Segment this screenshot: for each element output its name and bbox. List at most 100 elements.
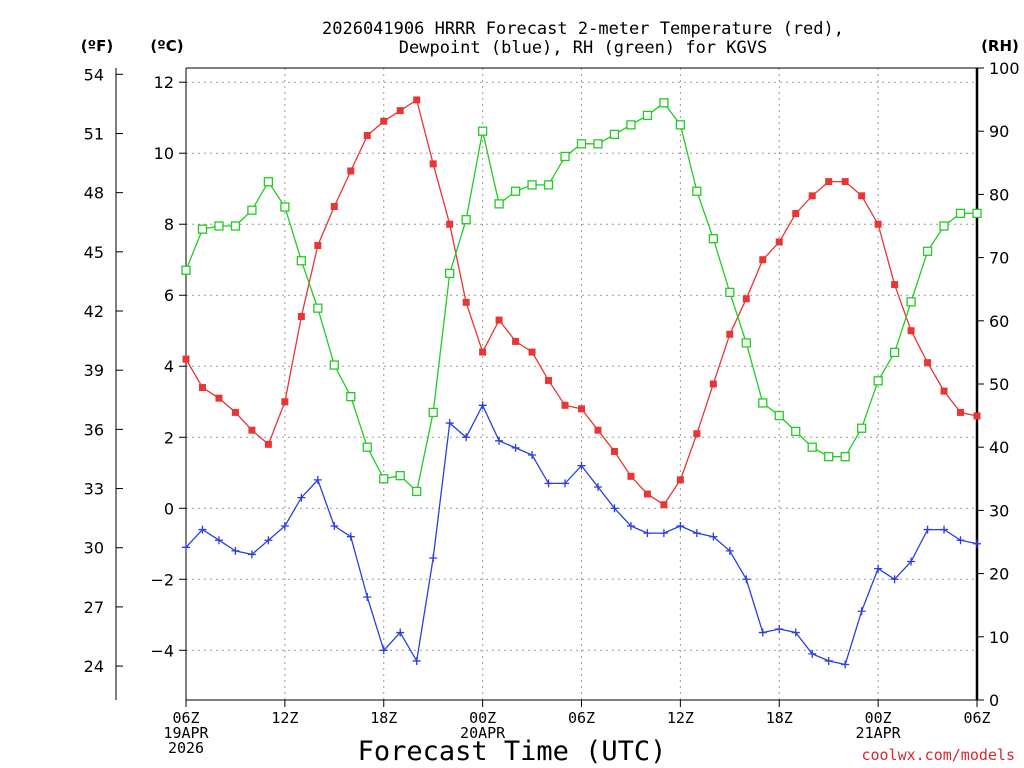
rh-point bbox=[840, 452, 850, 462]
rh-point bbox=[593, 139, 603, 149]
rh-point bbox=[692, 186, 702, 196]
rh-tick-label: 20 bbox=[989, 565, 1009, 584]
rh-point bbox=[197, 224, 208, 234]
temperature-point bbox=[198, 384, 206, 392]
temperature-point bbox=[660, 501, 668, 509]
rh-tick-label: 50 bbox=[989, 375, 1009, 394]
dewpoint-point bbox=[544, 479, 553, 488]
rh-point bbox=[906, 297, 916, 307]
temperature-point bbox=[330, 202, 338, 210]
celsius-tick-label: 4 bbox=[164, 357, 174, 376]
dewpoint-point bbox=[247, 550, 256, 559]
rh-point bbox=[659, 98, 669, 108]
temperature-point bbox=[907, 327, 915, 335]
rh-point bbox=[543, 180, 554, 190]
rh-tick-label: 40 bbox=[989, 438, 1009, 457]
temperature-point bbox=[248, 426, 256, 434]
temperature-point bbox=[825, 178, 833, 186]
dewpoint-point bbox=[874, 564, 883, 573]
rh-point bbox=[758, 398, 768, 408]
rh-point bbox=[247, 205, 257, 215]
rh-point bbox=[626, 120, 636, 130]
dewpoint-point bbox=[973, 539, 981, 548]
temperature-point bbox=[726, 330, 734, 338]
temperature-point bbox=[709, 380, 717, 388]
dewpoint-point bbox=[462, 433, 471, 442]
rh-point bbox=[214, 221, 224, 231]
rh-point bbox=[955, 208, 966, 219]
temperature-point bbox=[676, 476, 684, 484]
dewpoint-point bbox=[214, 536, 223, 545]
dewpoint-point bbox=[577, 461, 586, 470]
dewpoint-point bbox=[396, 628, 405, 637]
x-tick-label: 18Z bbox=[370, 709, 397, 727]
temperature-point bbox=[446, 220, 454, 228]
chart-title-line1: 2026041906 HRRR Forecast 2-meter Tempera… bbox=[322, 19, 844, 39]
rh-point bbox=[527, 180, 537, 190]
fahrenheit-tick-label: 33 bbox=[84, 480, 104, 499]
rh-point bbox=[609, 129, 620, 140]
rh-point bbox=[675, 120, 686, 130]
temperature-point bbox=[775, 238, 783, 246]
temperature-point bbox=[182, 355, 190, 363]
rh-point bbox=[791, 426, 801, 437]
dewpoint-point bbox=[346, 532, 355, 541]
rh-point bbox=[708, 233, 718, 244]
temperature-point bbox=[528, 348, 536, 356]
dewpoint-point bbox=[231, 546, 240, 555]
temperature-point bbox=[891, 281, 899, 289]
dewpoint-point bbox=[709, 532, 718, 541]
rh-point bbox=[510, 186, 521, 196]
rh-point bbox=[280, 202, 290, 212]
rh-point bbox=[856, 423, 867, 433]
rh-point bbox=[807, 442, 817, 452]
rh-tick-label: 60 bbox=[989, 312, 1009, 331]
fahrenheit-unit-label: (ºF) bbox=[81, 37, 113, 55]
temperature-point bbox=[264, 440, 272, 448]
dewpoint-point bbox=[791, 628, 800, 637]
dewpoint-point bbox=[643, 529, 652, 538]
rh-point bbox=[379, 474, 389, 484]
rh-point bbox=[412, 486, 422, 497]
dewpoint-point bbox=[758, 628, 767, 637]
x-tick-label: 21APR bbox=[856, 724, 902, 742]
dewpoint-point bbox=[692, 529, 701, 538]
axes: −4−2024681012242730333639424548515401020… bbox=[84, 59, 1020, 757]
temperature-point bbox=[808, 192, 816, 200]
rh-point bbox=[642, 110, 653, 121]
dewpoint-point bbox=[841, 660, 850, 669]
fahrenheit-tick-label: 36 bbox=[84, 420, 104, 439]
rh-point bbox=[560, 151, 570, 162]
dewpoint-point bbox=[676, 522, 685, 531]
x-tick-label: 00Z bbox=[469, 709, 496, 727]
celsius-unit-label: (ºC) bbox=[150, 37, 183, 55]
celsius-tick-label: 2 bbox=[164, 428, 174, 447]
x-tick-label: 12Z bbox=[667, 709, 694, 727]
dewpoint-line bbox=[185, 403, 978, 666]
fahrenheit-tick-label: 48 bbox=[84, 184, 104, 203]
fahrenheit-tick-label: 27 bbox=[84, 598, 104, 617]
dewpoint-point bbox=[330, 522, 339, 531]
rh-point bbox=[329, 360, 339, 370]
rh-point bbox=[824, 452, 834, 462]
temperature-point bbox=[792, 210, 800, 218]
fahrenheit-tick-label: 42 bbox=[84, 302, 104, 321]
dewpoint-point bbox=[511, 443, 520, 452]
dewpoint-point bbox=[956, 536, 965, 545]
grid-lines bbox=[186, 68, 977, 700]
dewpoint-point bbox=[495, 436, 504, 445]
dewpoint-point bbox=[923, 525, 932, 534]
temperature-point bbox=[396, 107, 404, 115]
temperature-point bbox=[643, 490, 651, 498]
dewpoint-point bbox=[478, 401, 487, 410]
rh-point bbox=[263, 177, 274, 187]
temperature-point bbox=[297, 313, 305, 321]
dewpoint-point bbox=[857, 607, 866, 616]
x-tick-label: 06Z bbox=[568, 709, 595, 727]
rh-tick-label: 100 bbox=[989, 59, 1020, 78]
temperature-point bbox=[281, 398, 289, 406]
rh-point bbox=[428, 407, 438, 418]
dewpoint-point bbox=[725, 546, 734, 555]
temperature-point bbox=[347, 167, 355, 175]
